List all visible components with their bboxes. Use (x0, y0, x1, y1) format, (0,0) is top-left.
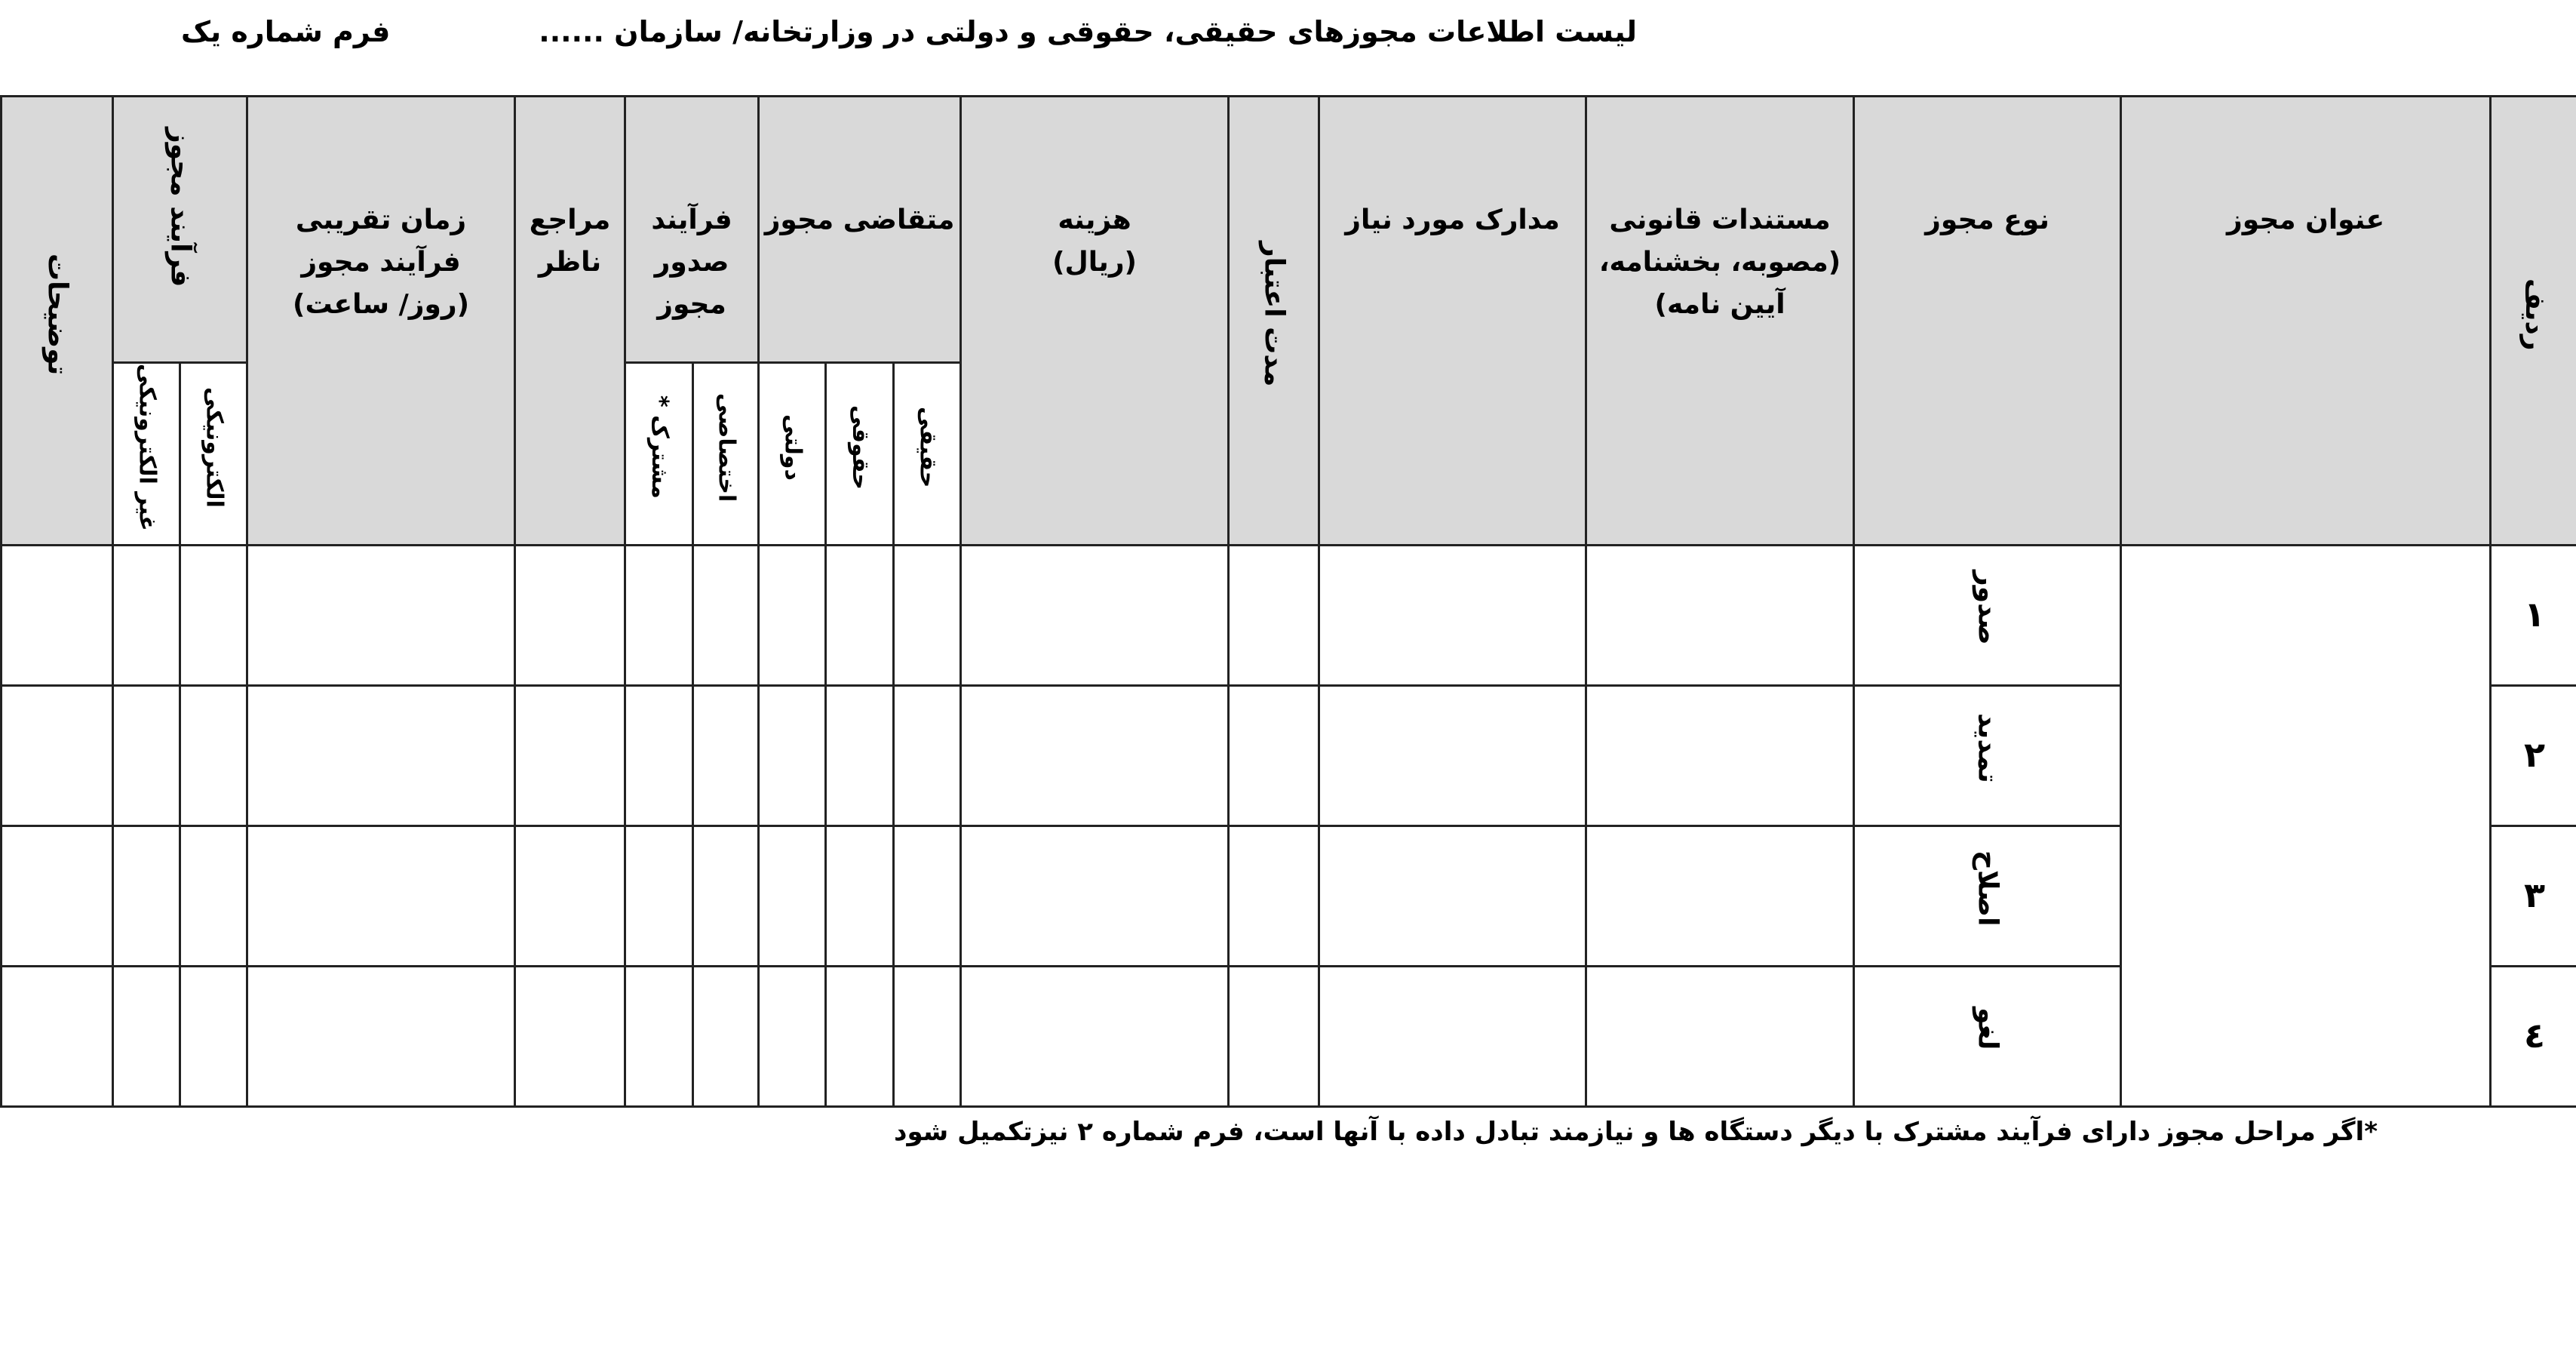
row-number: ٤ (2489, 964, 2576, 1108)
cell[interactable] (1585, 684, 1856, 827)
col-process-exclusive: اختصاصی (692, 361, 760, 546)
cell[interactable] (111, 964, 182, 1108)
cell[interactable] (1318, 964, 1588, 1108)
cell[interactable] (959, 684, 1230, 827)
table-row: ٤ لغو (0, 964, 2576, 1108)
cell[interactable] (757, 964, 827, 1108)
footnote: *اگر مراحل مجوز دارای فرآیند مشترک با دی… (894, 1117, 2378, 1147)
cell[interactable] (692, 824, 760, 967)
cell[interactable] (514, 824, 627, 967)
license-type-cell: صدور (1853, 543, 2123, 687)
cell[interactable] (1318, 684, 1588, 827)
cell[interactable] (514, 964, 627, 1108)
col-approx-time: زمان تقریبی فرآیند مجوز (روز/ ساعت) (246, 95, 517, 546)
col-row-number: ردیف (2489, 95, 2576, 546)
col-applicant-legal: حقوقی (824, 361, 895, 546)
cell[interactable] (246, 543, 517, 687)
table-row: ۲ تمدید (0, 684, 2576, 827)
cell[interactable] (0, 964, 114, 1108)
license-table: ردیف عنوان مجوز نوع مجوز مستندات قانونی(… (0, 95, 2576, 1108)
cell[interactable] (624, 824, 695, 967)
col-process-electronic: الکترونیکی (179, 361, 249, 546)
cell[interactable] (824, 964, 895, 1108)
cell[interactable] (111, 543, 182, 687)
cell[interactable] (246, 824, 517, 967)
col-applicant-government: دولتی (757, 361, 827, 546)
cell[interactable] (179, 824, 249, 967)
cell[interactable] (179, 684, 249, 827)
cell[interactable] (959, 824, 1230, 967)
col-license-type: نوع مجوز (1853, 95, 2123, 546)
cell[interactable] (624, 684, 695, 827)
cell[interactable] (246, 684, 517, 827)
cell[interactable] (892, 964, 963, 1108)
col-validity: مدت اعتبار (1227, 95, 1321, 546)
cell[interactable] (1227, 824, 1321, 967)
cell[interactable] (1318, 543, 1588, 687)
col-notes: توضیحات (0, 95, 114, 546)
cell[interactable] (246, 964, 517, 1108)
table-row: ۳ اصلاح (0, 824, 2576, 967)
cell[interactable] (692, 543, 760, 687)
col-legal-docs: مستندات قانونی (مصوبه، بخشنامه، آیین نامه) (1585, 95, 1856, 546)
cell[interactable] (111, 684, 182, 827)
cell[interactable] (1227, 684, 1321, 827)
col-process-non-electronic: غیر الکترونیکی (111, 361, 182, 546)
col-license-title: عنوان مجوز (2120, 95, 2492, 546)
cell[interactable] (624, 543, 695, 687)
col-supervisor: مراجع ناظر (514, 95, 627, 546)
cell[interactable] (692, 684, 760, 827)
cell[interactable] (111, 824, 182, 967)
cell[interactable] (892, 543, 963, 687)
cell[interactable] (959, 543, 1230, 687)
cell[interactable] (0, 684, 114, 827)
cell[interactable] (959, 964, 1230, 1108)
cell[interactable] (1227, 964, 1321, 1108)
cell[interactable] (514, 543, 627, 687)
cell[interactable] (824, 824, 895, 967)
cell[interactable] (1585, 824, 1856, 967)
cell[interactable] (624, 964, 695, 1108)
cell[interactable] (179, 964, 249, 1108)
cell[interactable] (1318, 824, 1588, 967)
header-row: ردیف عنوان مجوز نوع مجوز مستندات قانونی(… (0, 95, 2576, 546)
col-issue-process: فرآیند صدور مجوز (624, 95, 760, 364)
license-type-cell: لغو (1853, 964, 2123, 1108)
row-number: ۳ (2489, 824, 2576, 967)
license-type-cell: تمدید (1853, 684, 2123, 827)
cell[interactable] (0, 824, 114, 967)
cell[interactable] (757, 684, 827, 827)
page-title: لیست اطلاعات مجوزهای حقیقی، حقوقی و دولت… (539, 15, 1637, 48)
cell[interactable] (892, 824, 963, 967)
cell[interactable] (0, 543, 114, 687)
table-row: ۱ صدور (0, 543, 2576, 1108)
col-cost: هزینه (ریال) (959, 95, 1230, 546)
license-type-cell: اصلاح (1853, 824, 2123, 967)
cell[interactable] (179, 543, 249, 687)
col-required-docs: مدارک مورد نیاز (1318, 95, 1588, 546)
cell[interactable] (514, 684, 627, 827)
col-process-shared: مشترک * (624, 361, 695, 546)
col-applicant: متقاضی مجوز (757, 95, 963, 364)
cell[interactable] (824, 684, 895, 827)
cell[interactable] (1585, 543, 1856, 687)
cell[interactable] (824, 543, 895, 687)
cell[interactable] (1227, 543, 1321, 687)
col-applicant-natural: حقیقی (892, 361, 963, 546)
cell[interactable] (757, 543, 827, 687)
row-number: ۲ (2489, 684, 2576, 827)
cell[interactable] (1585, 964, 1856, 1108)
cell[interactable] (892, 684, 963, 827)
row-number: ۱ (2489, 543, 2576, 687)
form-number-label: فرم شماره یک (181, 15, 391, 48)
license-title-cell[interactable] (2120, 543, 2492, 1108)
subheader-row: حقیقی حقوقی دولتی اختصاصی مشترک * الکترو… (2, 361, 2576, 546)
cell[interactable] (692, 964, 760, 1108)
col-process: فرآیند مجوز (111, 95, 249, 364)
cell[interactable] (757, 824, 827, 967)
